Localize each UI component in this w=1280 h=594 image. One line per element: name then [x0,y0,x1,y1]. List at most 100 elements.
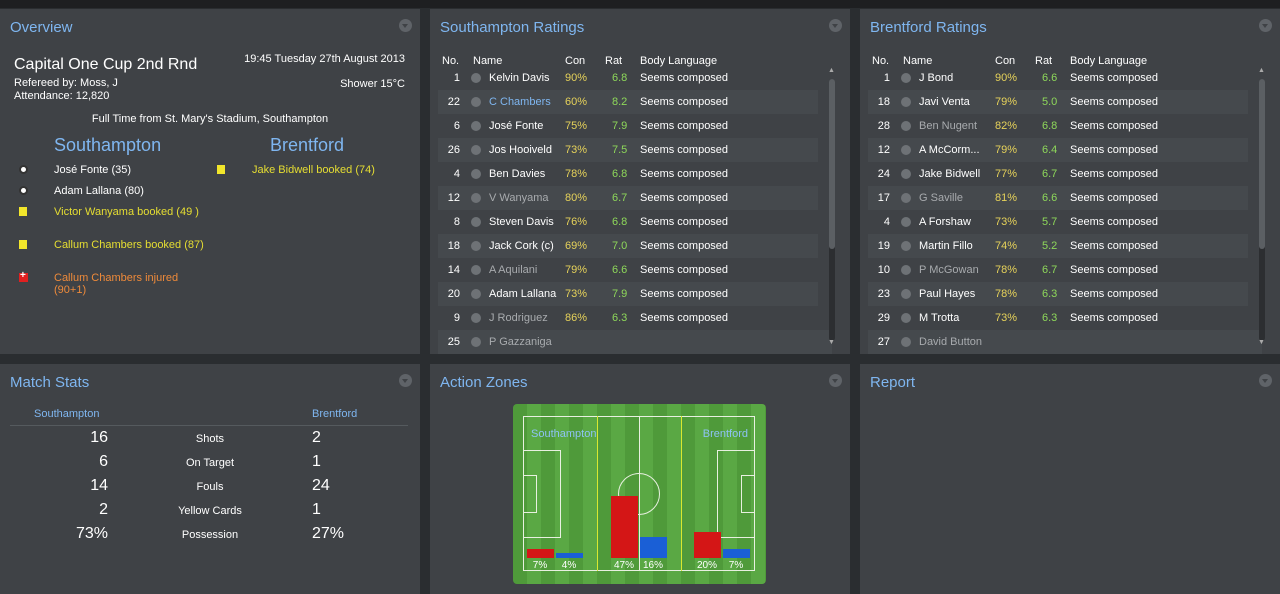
player-name[interactable]: Martin Fillo [919,240,973,252]
player-name[interactable]: Jake Bidwell [919,168,981,180]
collapse-icon[interactable] [1259,19,1272,32]
player-name[interactable]: A Aquilani [489,264,538,276]
col-header-body-language[interactable]: Body Language [640,55,718,67]
info-icon[interactable] [901,193,911,203]
col-header-no[interactable]: No. [872,55,890,67]
col-header-name[interactable]: Name [473,55,503,67]
col-header-rat[interactable]: Rat [605,55,623,67]
scroll-up-icon[interactable]: ▲ [828,67,835,74]
info-icon[interactable] [901,73,911,83]
player-name[interactable]: P McGowan [919,264,979,276]
player-name[interactable]: P Gazzaniga [489,336,552,348]
player-name[interactable]: A McCorm... [919,144,980,156]
player-name[interactable]: José Fonte [489,120,544,132]
col-header-body-language[interactable]: Body Language [1070,55,1148,67]
player-name[interactable]: David Button [919,336,982,348]
table-row[interactable]: 12 V Wanyama 80% 6.7 Seems composed [438,186,818,210]
info-icon[interactable] [471,169,481,179]
col-header-con[interactable]: Con [565,55,586,67]
info-icon[interactable] [471,193,481,203]
collapse-icon[interactable] [399,19,412,32]
table-row[interactable]: 4 A Forshaw 73% 5.7 Seems composed [868,210,1248,234]
col-header-rat[interactable]: Rat [1035,55,1053,67]
table-row[interactable]: 27 David Button [868,330,1262,354]
info-icon[interactable] [471,73,481,83]
player-name[interactable]: Steven Davis [489,216,554,228]
col-header-con[interactable]: Con [995,55,1016,67]
player-name[interactable]: Ben Davies [489,168,546,180]
player-name[interactable]: Ben Nugent [919,120,978,132]
col-header-name[interactable]: Name [903,55,933,67]
player-name[interactable]: Jos Hooiveld [489,144,552,156]
scrollbar[interactable] [829,79,835,341]
info-icon[interactable] [901,169,911,179]
info-icon[interactable] [901,217,911,227]
player-name[interactable]: Kelvin Davis [489,72,550,84]
table-row[interactable]: 29 M Trotta 73% 6.3 Seems composed [868,306,1248,330]
info-icon[interactable] [901,145,911,155]
stats-away-team[interactable]: Brentford [312,408,358,420]
info-icon[interactable] [901,289,911,299]
collapse-icon[interactable] [1259,374,1272,387]
table-row[interactable]: 22 C Chambers 60% 8.2 Seems composed [438,90,818,114]
away-team-name[interactable]: Brentford [270,135,345,155]
table-row[interactable]: 8 Steven Davis 76% 6.8 Seems composed [438,210,818,234]
player-name[interactable]: J Bond [919,72,954,84]
table-row[interactable]: 23 Paul Hayes 78% 6.3 Seems composed [868,282,1248,306]
table-row[interactable]: 14 A Aquilani 79% 6.6 Seems composed [438,258,818,282]
info-icon[interactable] [471,97,481,107]
table-row[interactable]: 18 Javi Venta 79% 5.0 Seems composed [868,90,1248,114]
scroll-down-icon[interactable]: ▼ [828,339,835,346]
info-icon[interactable] [471,217,481,227]
col-header-no[interactable]: No. [442,55,460,67]
collapse-icon[interactable] [829,19,842,32]
stats-home-team[interactable]: Southampton [34,408,100,420]
info-icon[interactable] [901,313,911,323]
player-name[interactable]: M Trotta [919,312,960,324]
collapse-icon[interactable] [829,374,842,387]
table-row[interactable]: 19 Martin Fillo 74% 5.2 Seems composed [868,234,1248,258]
player-name[interactable]: Jack Cork (c) [489,240,554,252]
table-row[interactable]: 1 Kelvin Davis 90% 6.8 Seems composed [438,66,818,90]
info-icon[interactable] [471,241,481,251]
scrollbar-thumb[interactable] [1259,79,1265,249]
info-icon[interactable] [471,145,481,155]
info-icon[interactable] [471,265,481,275]
table-row[interactable]: 20 Adam Lallana 73% 7.9 Seems composed [438,282,818,306]
info-icon[interactable] [901,97,911,107]
table-row[interactable]: 4 Ben Davies 78% 6.8 Seems composed [438,162,818,186]
table-row[interactable]: 26 Jos Hooiveld 73% 7.5 Seems composed [438,138,818,162]
home-team-name[interactable]: Southampton [54,135,162,155]
table-row[interactable]: 28 Ben Nugent 82% 6.8 Seems composed [868,114,1248,138]
table-row[interactable]: 9 J Rodriguez 86% 6.3 Seems composed [438,306,818,330]
info-icon[interactable] [901,241,911,251]
player-name[interactable]: J Rodriguez [489,312,548,324]
table-row[interactable]: 24 Jake Bidwell 77% 6.7 Seems composed [868,162,1248,186]
player-name[interactable]: Adam Lallana [489,288,557,300]
player-name[interactable]: C Chambers [489,96,551,108]
scrollbar-thumb[interactable] [829,79,835,249]
table-row[interactable]: 1 J Bond 90% 6.6 Seems composed [868,66,1248,90]
table-row[interactable]: 25 P Gazzaniga [438,330,832,354]
info-icon[interactable] [471,337,481,347]
player-name[interactable]: G Saville [919,192,964,204]
collapse-icon[interactable] [399,374,412,387]
info-icon[interactable] [471,121,481,131]
table-row[interactable]: 18 Jack Cork (c) 69% 7.0 Seems composed [438,234,818,258]
info-icon[interactable] [901,265,911,275]
player-name[interactable]: Paul Hayes [919,288,976,300]
scroll-down-icon[interactable]: ▼ [1258,339,1265,346]
scrollbar[interactable] [1259,79,1265,341]
table-row[interactable]: 6 José Fonte 75% 7.9 Seems composed [438,114,818,138]
info-icon[interactable] [471,313,481,323]
table-row[interactable]: 17 G Saville 81% 6.6 Seems composed [868,186,1248,210]
info-icon[interactable] [901,337,911,347]
table-row[interactable]: 12 A McCorm... 79% 6.4 Seems composed [868,138,1248,162]
scroll-up-icon[interactable]: ▲ [1258,67,1265,74]
player-name[interactable]: A Forshaw [919,216,971,228]
player-name[interactable]: V Wanyama [489,192,549,204]
info-icon[interactable] [901,121,911,131]
table-row[interactable]: 10 P McGowan 78% 6.7 Seems composed [868,258,1248,282]
player-name[interactable]: Javi Venta [919,96,970,108]
info-icon[interactable] [471,289,481,299]
